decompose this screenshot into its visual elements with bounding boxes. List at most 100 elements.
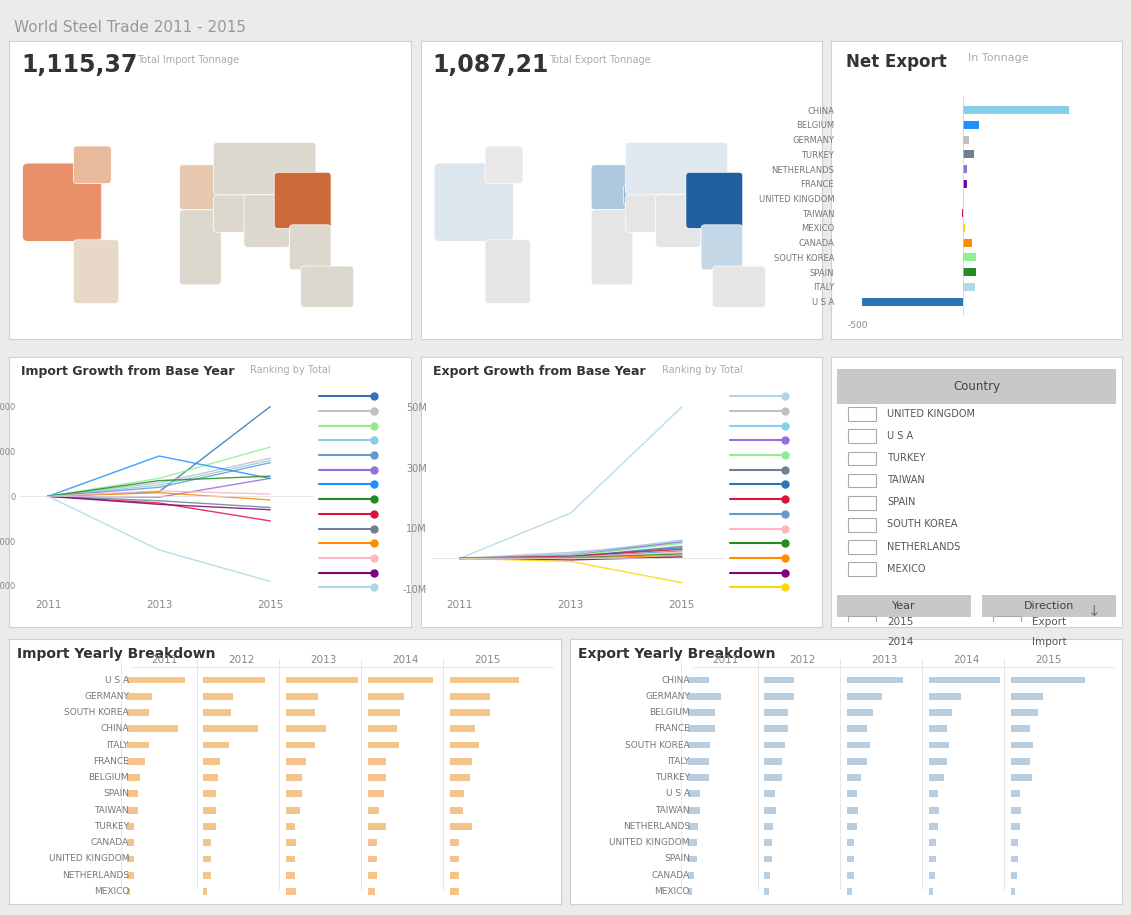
Bar [688,856,697,862]
Bar [848,474,877,488]
FancyBboxPatch shape [592,165,629,210]
Text: FRANCE: FRANCE [93,757,129,766]
Bar [846,726,867,732]
Bar [127,726,178,732]
Text: CHINA: CHINA [101,725,129,733]
Bar [204,807,216,813]
Bar [929,693,961,700]
Bar [127,839,135,846]
Text: NETHERLANDS: NETHERLANDS [62,871,129,879]
Text: CANADA: CANADA [90,838,129,847]
Text: Year: Year [892,601,916,611]
Bar [368,676,433,684]
Bar [688,709,715,716]
Bar [765,693,794,700]
Bar [688,742,710,748]
Bar [765,872,770,878]
Bar [688,823,698,830]
Bar [368,872,377,878]
Bar [964,239,972,247]
Text: U S A: U S A [887,431,914,441]
Text: 2014: 2014 [392,655,418,665]
Text: ↓: ↓ [1088,604,1100,619]
Bar [285,676,359,684]
Bar [846,742,871,748]
Bar [127,807,138,813]
Bar [765,758,783,765]
Bar [846,709,873,716]
Bar [848,636,877,649]
Text: 1,087,21: 1,087,21 [433,53,550,77]
Bar [964,224,965,232]
Text: Total Export Tonnage: Total Export Tonnage [550,55,650,65]
FancyBboxPatch shape [656,195,701,247]
Bar [1011,856,1018,862]
Text: SOUTH KOREA: SOUTH KOREA [625,740,690,749]
Bar [964,268,976,276]
Bar [204,839,210,846]
Bar [929,709,952,716]
Bar [204,774,218,781]
Text: TURKEY: TURKEY [655,773,690,782]
Bar [848,616,877,630]
Bar [964,165,967,173]
Bar [688,774,709,781]
Text: UNITED KINGDOM: UNITED KINGDOM [887,409,975,418]
Bar [964,253,976,262]
FancyBboxPatch shape [685,172,743,229]
Bar [285,791,302,797]
Bar [848,563,877,576]
Bar [688,726,715,732]
Text: TAIWAN: TAIWAN [94,805,129,814]
Bar [127,823,135,830]
Bar [127,709,148,716]
Text: FRANCE: FRANCE [654,725,690,733]
Bar [368,693,404,700]
FancyBboxPatch shape [23,163,102,242]
FancyBboxPatch shape [301,266,354,307]
Bar [450,856,459,862]
Bar [368,823,386,830]
Text: MEXICO: MEXICO [94,887,129,896]
Bar [204,791,216,797]
Bar [846,676,903,684]
Bar [862,297,964,306]
Text: ITALY: ITALY [106,740,129,749]
Bar [765,888,769,895]
Text: CHINA: CHINA [662,675,690,684]
Text: ITALY: ITALY [667,757,690,766]
Bar [285,774,302,781]
Bar [285,742,314,748]
Bar [688,676,709,684]
Text: 2014: 2014 [953,655,979,665]
Text: In Tonnage: In Tonnage [968,53,1028,63]
Bar [929,791,938,797]
Bar [285,856,295,862]
Bar [962,210,964,217]
Bar [450,839,459,846]
Text: GERMANY: GERMANY [645,692,690,701]
Text: SPAIN: SPAIN [887,497,916,507]
Text: 2011: 2011 [152,655,178,665]
Bar [929,758,947,765]
Text: Country: Country [953,381,1000,393]
Text: MEXICO: MEXICO [887,564,926,574]
Text: SOUTH KOREA: SOUTH KOREA [64,708,129,717]
FancyBboxPatch shape [274,172,331,229]
Bar [204,823,216,830]
Bar [450,758,472,765]
Bar [846,774,862,781]
Bar [848,541,877,554]
Text: 2011: 2011 [713,655,739,665]
Bar [450,807,463,813]
Bar [1011,693,1044,700]
Bar [848,429,877,443]
Bar [765,726,788,732]
Bar [929,774,943,781]
Text: 2015: 2015 [1035,655,1062,665]
Text: Import Growth from Base Year: Import Growth from Base Year [21,365,234,378]
Bar [846,856,854,862]
Text: Import: Import [1033,637,1068,647]
Text: Direction: Direction [1024,601,1074,611]
Bar [1011,758,1030,765]
